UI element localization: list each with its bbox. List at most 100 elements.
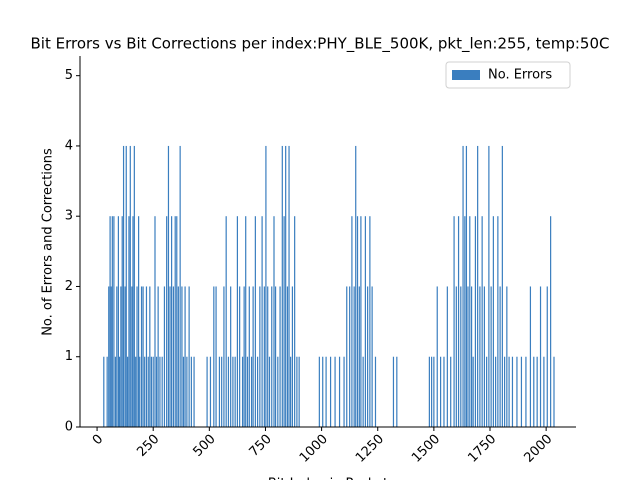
bar — [113, 216, 115, 427]
bar — [159, 356, 161, 427]
bar — [145, 286, 148, 427]
bar — [155, 356, 158, 427]
bar — [157, 286, 159, 427]
bar — [152, 356, 154, 427]
bar — [520, 356, 523, 427]
bar — [110, 286, 112, 427]
bar — [499, 286, 501, 427]
y-tick-label: 5 — [65, 68, 73, 83]
bar — [166, 216, 168, 427]
bar — [464, 216, 466, 427]
bar — [329, 356, 332, 427]
bar — [139, 356, 141, 427]
bar — [465, 145, 468, 427]
bar — [291, 286, 294, 427]
bar — [396, 356, 398, 427]
y-tick-label: 4 — [65, 138, 73, 153]
bar — [103, 356, 105, 427]
bar — [367, 286, 369, 427]
y-axis-label: No. of Errors and Corrections — [41, 148, 56, 336]
bar — [223, 286, 225, 427]
bar — [349, 286, 351, 427]
bar — [111, 216, 113, 427]
bar — [467, 286, 469, 427]
bar — [529, 286, 532, 427]
bar — [285, 145, 287, 427]
bar — [479, 286, 481, 427]
bar — [455, 286, 457, 427]
bar — [497, 216, 499, 427]
bar — [492, 216, 494, 427]
bar — [550, 216, 552, 427]
bar — [150, 356, 153, 427]
bar — [362, 356, 364, 427]
bar — [298, 356, 300, 427]
chart-title: Bit Errors vs Bit Corrections per index:… — [31, 35, 610, 54]
bar — [259, 286, 261, 427]
bar — [254, 216, 256, 427]
bar — [481, 216, 483, 427]
bar — [371, 286, 373, 427]
bar — [131, 286, 133, 427]
bar — [294, 216, 296, 427]
bar — [252, 286, 254, 427]
bar — [227, 356, 230, 427]
bar — [265, 145, 267, 427]
bar — [215, 286, 217, 427]
bar — [181, 286, 183, 427]
bar — [483, 286, 485, 427]
bar — [273, 216, 275, 427]
bar — [369, 216, 371, 427]
bar — [553, 356, 555, 427]
bar — [281, 145, 283, 427]
bar — [460, 286, 462, 427]
bar — [172, 286, 175, 427]
bar — [128, 216, 130, 427]
bar — [296, 356, 298, 427]
bar — [477, 145, 479, 427]
bar — [374, 356, 377, 427]
bar — [138, 216, 140, 427]
bar — [243, 286, 245, 427]
bar — [501, 145, 503, 427]
bar — [440, 356, 442, 427]
bar — [443, 356, 445, 427]
legend-swatch — [452, 70, 480, 80]
bar — [543, 356, 545, 427]
bar — [470, 286, 473, 427]
bar — [267, 286, 269, 427]
bar — [325, 356, 327, 427]
bar — [257, 356, 259, 427]
bar — [533, 356, 535, 427]
bar — [114, 356, 117, 427]
bar — [218, 356, 221, 427]
bar — [232, 356, 234, 427]
bar — [495, 356, 497, 427]
bar — [184, 286, 186, 427]
bar — [450, 356, 452, 427]
bar — [125, 145, 127, 427]
bar — [351, 216, 353, 427]
bar — [179, 145, 181, 427]
bar — [536, 356, 538, 427]
bar — [116, 286, 118, 427]
bar — [436, 286, 438, 427]
bar — [508, 356, 510, 427]
bar — [286, 286, 289, 427]
bar — [431, 356, 433, 427]
bar — [428, 356, 430, 427]
bar — [271, 286, 273, 427]
bar — [142, 286, 144, 427]
bar — [245, 216, 247, 427]
bar — [246, 356, 249, 427]
bar — [127, 356, 129, 427]
bar — [118, 356, 121, 427]
bar — [234, 356, 236, 427]
bar — [343, 356, 345, 427]
bar — [539, 286, 542, 427]
bar — [135, 356, 137, 427]
bar — [503, 356, 506, 427]
bar — [186, 356, 188, 427]
bar — [140, 286, 143, 427]
y-tick-label: 3 — [65, 209, 73, 224]
